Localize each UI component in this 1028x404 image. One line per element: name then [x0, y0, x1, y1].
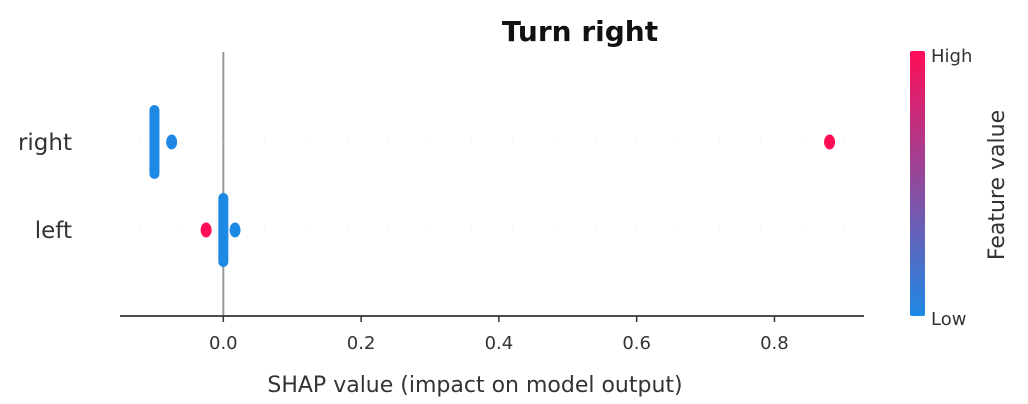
- faint-sample-dot: [594, 141, 596, 143]
- faint-sample-dot: [842, 141, 844, 143]
- shap-point-stack: [218, 193, 229, 267]
- shap-point-stack: [149, 105, 160, 179]
- faint-sample-dot: [801, 229, 803, 231]
- faint-sample-dot: [429, 141, 431, 143]
- colorbar-axis-label: Feature value: [985, 110, 1010, 260]
- faint-sample-dot: [264, 229, 266, 231]
- plot-area: right left: [18, 52, 844, 316]
- faint-sample-dot: [512, 141, 514, 143]
- faint-sample-dot: [181, 141, 183, 143]
- faint-sample-dot: [140, 141, 142, 143]
- faint-sample-dot: [677, 141, 679, 143]
- shap-point: [229, 222, 241, 238]
- faint-sample-dot: [264, 141, 266, 143]
- x-tick-label: 0.6: [622, 333, 651, 354]
- colorbar-low-label: Low: [931, 309, 966, 330]
- faint-sample-dot: [388, 141, 390, 143]
- x-tick-label: 0.8: [760, 333, 789, 354]
- feature-label: right: [18, 130, 72, 156]
- x-tick-label: 0.4: [485, 333, 514, 354]
- faint-sample-dot: [718, 229, 720, 231]
- faint-sample-dot: [636, 229, 638, 231]
- x-axis-label: SHAP value (impact on model output): [267, 373, 682, 398]
- faint-sample-dot: [801, 141, 803, 143]
- feature-value-colorbar: [910, 51, 925, 316]
- faint-sample-dot: [594, 229, 596, 231]
- faint-sample-dot: [181, 229, 183, 231]
- faint-sample-dot: [346, 141, 348, 143]
- faint-sample-dot: [636, 141, 638, 143]
- faint-sample-dot: [718, 141, 720, 143]
- faint-sample-dot: [760, 229, 762, 231]
- faint-sample-dot: [222, 141, 224, 143]
- x-axis-ticks: 0.0 0.2 0.4 0.6 0.8: [209, 316, 789, 354]
- faint-sample-dot: [305, 229, 307, 231]
- shap-point: [824, 134, 836, 150]
- faint-sample-dot: [429, 229, 431, 231]
- shap-point: [166, 134, 178, 150]
- faint-sample-dot: [388, 229, 390, 231]
- faint-sample-dot: [553, 229, 555, 231]
- shap-point: [200, 222, 212, 238]
- faint-sample-dot: [346, 229, 348, 231]
- chart-title: Turn right: [502, 15, 658, 48]
- faint-sample-dot: [512, 229, 514, 231]
- feature-label: left: [35, 218, 72, 244]
- faint-sample-dot: [677, 229, 679, 231]
- colorbar-high-label: High: [931, 46, 972, 67]
- x-tick-label: 0.2: [347, 333, 376, 354]
- faint-sample-dot: [842, 229, 844, 231]
- faint-sample-dot: [470, 229, 472, 231]
- faint-sample-dot: [140, 229, 142, 231]
- faint-sample-dot: [305, 141, 307, 143]
- faint-sample-dot: [470, 141, 472, 143]
- x-tick-label: 0.0: [209, 333, 238, 354]
- faint-sample-dot: [553, 141, 555, 143]
- faint-sample-dot: [760, 141, 762, 143]
